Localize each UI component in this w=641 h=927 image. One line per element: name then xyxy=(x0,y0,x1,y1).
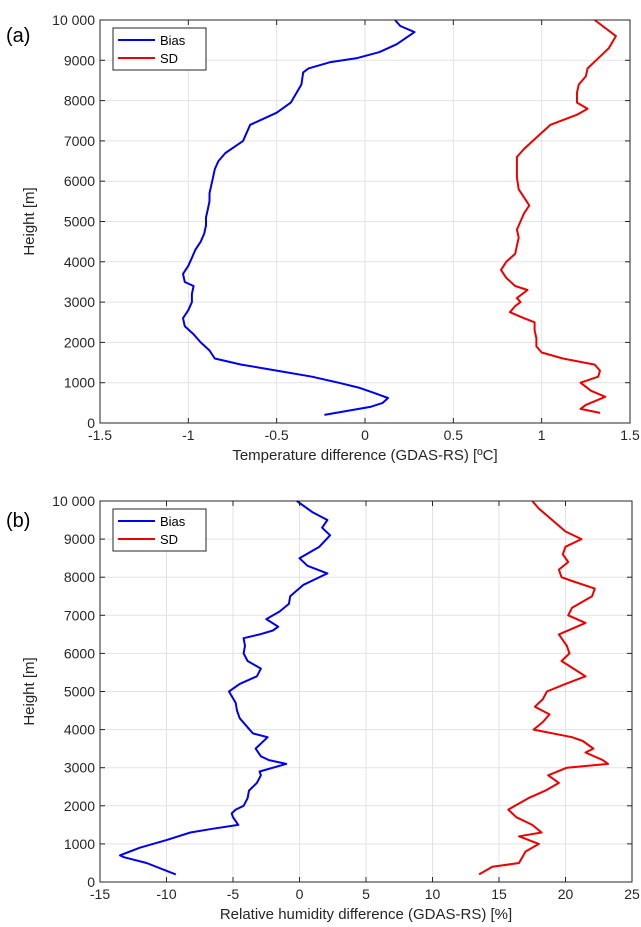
chart-b-panel: -15 -10 -5 0 5 10 15 20 25 0 1000 2000 3000 4000 5000 6… xyxy=(6,493,640,923)
chart-b-y-tick-label: 5000 xyxy=(64,684,95,700)
chart-b-x-tick-label: -15 xyxy=(90,886,110,902)
chart-a-panel-label: (a) xyxy=(6,25,30,47)
chart-b-panel-label: (b) xyxy=(6,510,30,532)
chart-b-x-tick-label: 0 xyxy=(296,886,304,902)
chart-a-x-tick-label: 0.5 xyxy=(444,427,464,443)
chart-a-legend-label-bias: Bias xyxy=(160,33,186,48)
chart-b-x-tick-label: -10 xyxy=(156,886,176,902)
chart-a-x-axis-label: Temperature difference (GDAS-RS) [ºC] xyxy=(232,447,497,464)
chart-a-y-tick-label: 9000 xyxy=(64,52,95,68)
chart-b-x-tick-label: 5 xyxy=(362,886,370,902)
chart-a-y-tick-label: 5000 xyxy=(64,214,95,230)
chart-b-x-tick-label: 25 xyxy=(624,886,640,902)
chart-b-x-axis-label: Relative humidity difference (GDAS-RS) [… xyxy=(220,906,512,923)
chart-a-x-tick-label: -1 xyxy=(182,427,195,443)
chart-b-y-tick-label: 9000 xyxy=(64,531,95,547)
chart-a-legend: Bias SD xyxy=(112,27,207,71)
chart-a-y-tick-label: 6000 xyxy=(64,173,95,189)
chart-b-y-tick-label: 4000 xyxy=(64,722,95,738)
chart-b-x-tick-label: 15 xyxy=(491,886,507,902)
chart-b-x-tick-label: 10 xyxy=(425,886,441,902)
chart-a-y-tick-label: 1000 xyxy=(64,375,95,391)
chart-a-legend-box xyxy=(112,27,207,71)
chart-b-y-tick-label: 8000 xyxy=(64,569,95,585)
chart-a-y-tick-label: 3000 xyxy=(64,294,95,310)
chart-a-panel: -1.5 -1 -0.5 0 0.5 1 1.5 0 1000 2000 3000 4000 5000 6… xyxy=(6,12,640,464)
chart-b-legend: Bias SD xyxy=(112,508,207,552)
chart-b-legend-label-bias: Bias xyxy=(160,514,186,529)
chart-b-y-tick-label: 3000 xyxy=(64,760,95,776)
chart-b-legend-label-sd: SD xyxy=(160,532,178,547)
chart-a-series-sd-line xyxy=(500,19,617,414)
chart-b-y-tick-label: 10 000 xyxy=(52,493,95,509)
chart-a-x-tick-label: -0.5 xyxy=(265,427,289,443)
chart-a-legend-label-sd: SD xyxy=(160,51,178,66)
chart-a-series-bias-line xyxy=(182,19,416,416)
chart-b-legend-box xyxy=(112,508,207,552)
chart-b-y-tick-label: 7000 xyxy=(64,607,95,623)
chart-b-y-tick-label: 0 xyxy=(87,874,95,890)
chart-a-x-tick-label: 0 xyxy=(361,427,369,443)
chart-a-y-tick-label: 4000 xyxy=(64,254,95,270)
chart-b-x-tick-label: 20 xyxy=(558,886,574,902)
chart-a-x-tick-label: 1.5 xyxy=(620,427,640,443)
chart-b-y-tick-label: 1000 xyxy=(64,836,95,852)
chart-b-series-bias-line xyxy=(119,500,332,876)
chart-b-x-tick-label: -5 xyxy=(227,886,240,902)
chart-a-x-tick-label: 1 xyxy=(538,427,546,443)
chart-a-y-tick-label: 7000 xyxy=(64,133,95,149)
chart-a-y-tick-label: 10 000 xyxy=(52,12,95,28)
chart-a-y-tick-label: 8000 xyxy=(64,93,95,109)
chart-a-y-tick-label: 2000 xyxy=(64,334,95,350)
chart-a-y-axis-label: Height [m] xyxy=(21,187,38,255)
chart-b-y-tick-label: 6000 xyxy=(64,645,95,661)
chart-b-series-sd-line xyxy=(478,500,610,876)
chart-b-y-tick-label: 2000 xyxy=(64,798,95,814)
chart-a-y-tick-label: 0 xyxy=(87,415,95,431)
chart-b-y-axis-label: Height [m] xyxy=(21,657,38,725)
chart-a-x-tick-label: -1.5 xyxy=(88,427,112,443)
